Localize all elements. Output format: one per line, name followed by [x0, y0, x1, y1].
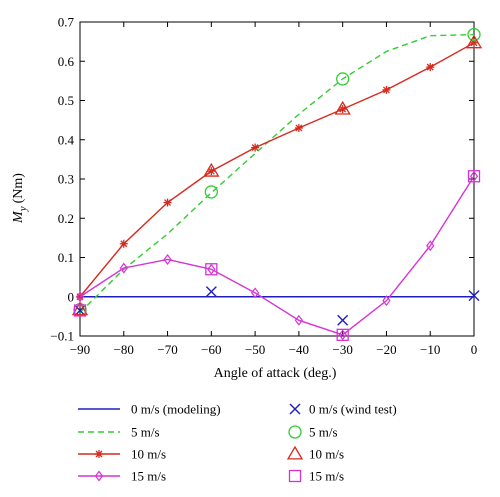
legend-item: 15 m/s [288, 469, 344, 484]
legend-label: 0 m/s (wind test) [309, 402, 397, 417]
x-tick-label: −60 [201, 342, 221, 357]
data-point [294, 123, 303, 132]
x-axis-ticks: −90 −80 −70 −60 −50 −40 −30 −20 −10 0 [70, 22, 477, 357]
data-point [251, 143, 260, 152]
legend-marker [94, 470, 104, 482]
series-line [79, 175, 475, 336]
y-tick-label: 0.6 [58, 54, 75, 69]
series-5-m-s-points [73, 27, 481, 317]
legend-label: 15 m/s [131, 469, 166, 484]
x-tick-label: −10 [420, 342, 440, 357]
legend-item: 10 m/s [78, 447, 166, 462]
legend-marker [288, 469, 302, 483]
series-line [79, 42, 475, 298]
data-point [119, 239, 128, 248]
data-point [334, 100, 351, 115]
y-axis-ticks: −0.1 0 0.1 0.2 0.3 0.4 0.5 0.6 0.7 [50, 15, 474, 344]
x-tick-label: 0 [471, 342, 478, 357]
legend-label: 10 m/s [309, 447, 344, 462]
plot-frame [79, 21, 475, 337]
data-point [73, 304, 87, 317]
legend-marker [289, 403, 301, 415]
data-point [163, 253, 172, 265]
y-tick-label: 0.3 [58, 172, 74, 187]
data-point [119, 262, 128, 274]
data-point [467, 27, 481, 42]
data-point [426, 63, 435, 72]
legend-item: 10 m/s [286, 445, 344, 462]
data-point [338, 105, 347, 114]
legend-item: 5 m/s [288, 425, 338, 440]
y-axis-label-sub: y [17, 206, 29, 212]
x-tick-label: −20 [376, 342, 396, 357]
data-point [205, 263, 218, 276]
x-tick-label: −50 [245, 342, 265, 357]
series-10-m-s-points [71, 34, 483, 316]
y-tick-label: 0.7 [58, 15, 75, 30]
data-point [426, 240, 435, 252]
data-point [469, 170, 479, 182]
y-tick-label: 0 [68, 289, 75, 304]
data-point [250, 287, 260, 299]
legend-label: 0 m/s (modeling) [131, 402, 221, 417]
data-point [163, 198, 172, 207]
y-axis-label-unit: (Nm) [11, 173, 26, 204]
data-point [205, 286, 217, 298]
data-point [337, 314, 349, 326]
series-5-m-s-line [79, 33, 475, 313]
data-point [204, 185, 218, 199]
data-point [294, 314, 304, 326]
x-tick-label: −70 [157, 342, 177, 357]
data-point [382, 295, 391, 307]
legend-label: 15 m/s [309, 469, 344, 484]
y-tick-label: −0.1 [50, 329, 74, 344]
data-point [468, 290, 480, 302]
series-layer [71, 27, 483, 341]
y-tick-label: 0.1 [58, 250, 74, 265]
series-line [79, 33, 475, 313]
y-tick-label: 0.5 [58, 93, 74, 108]
x-tick-label: −30 [332, 342, 352, 357]
legend-item: 5 m/s [78, 425, 160, 440]
legend-item: 0 m/s (modeling) [78, 402, 221, 417]
data-point [336, 328, 349, 341]
y-axis-label: My (Nm) [11, 173, 29, 224]
data-point [203, 162, 220, 177]
x-tick-label: −40 [289, 342, 309, 357]
data-point [207, 263, 216, 275]
legend-label: 5 m/s [309, 425, 338, 440]
data-point [71, 301, 89, 316]
series-15-m-s-points [73, 170, 481, 341]
data-point [336, 72, 350, 86]
x-axis-label: Angle of attack (deg.) [214, 366, 337, 381]
series-15-m-s-line [75, 170, 479, 341]
data-point [75, 291, 85, 303]
data-point [338, 329, 347, 341]
y-tick-label: 0.2 [58, 211, 74, 226]
plot-area [79, 21, 475, 337]
legend-item: 15 m/s [78, 469, 166, 484]
x-tick-label: −80 [114, 342, 134, 357]
data-point [382, 85, 391, 94]
data-point [207, 167, 216, 176]
y-tick-label: 0.4 [58, 132, 75, 147]
data-point [465, 34, 483, 49]
x-tick-label: −90 [70, 342, 90, 357]
legend-marker [288, 425, 302, 439]
legend-item: 0 m/s (wind test) [289, 402, 397, 417]
y-axis-label-main: M [11, 210, 26, 224]
legend-marker [95, 450, 103, 458]
legend-label: 10 m/s [131, 447, 166, 462]
legend-label: 5 m/s [131, 425, 160, 440]
data-point [467, 170, 481, 183]
legend-marker [286, 445, 304, 460]
legend: 0 m/s (modeling) 5 m/s 10 m/s 15 m/s 0 m/s (… [78, 402, 397, 484]
